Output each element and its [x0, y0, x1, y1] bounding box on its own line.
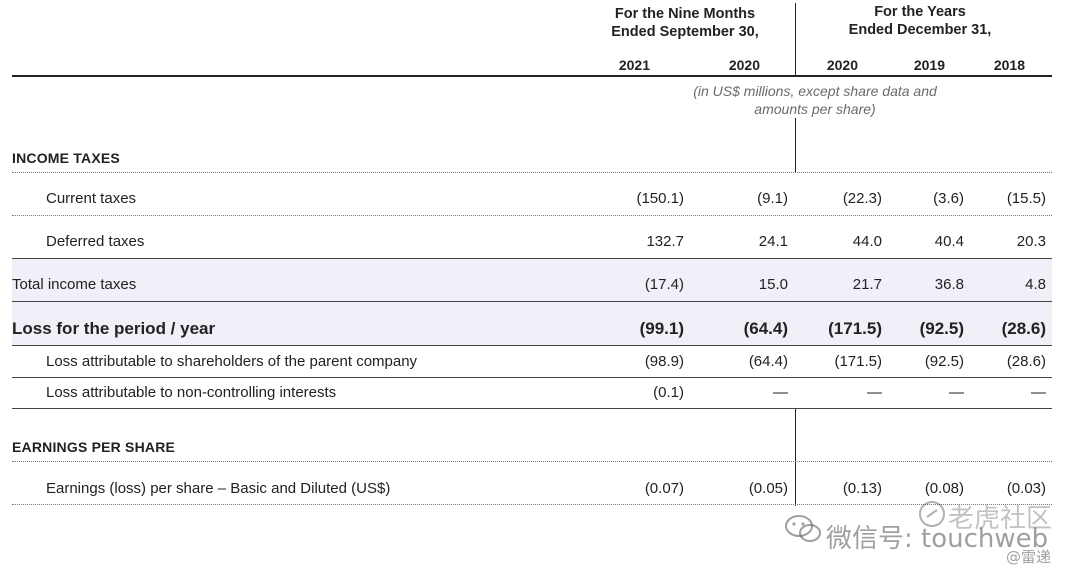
row-rule: [12, 345, 1052, 346]
cell-2020: —: [867, 384, 882, 401]
table-row-total-income-taxes: Total income taxes (17.4) 15.0 21.7 36.8…: [12, 259, 1052, 301]
cell-2019: 36.8: [934, 276, 964, 293]
cell-2020-nine-months: (64.4): [748, 353, 788, 370]
cell-2019: (92.5): [924, 353, 964, 370]
row-label: Total income taxes: [12, 276, 137, 293]
years-header: For the Years Ended December 31,: [820, 3, 1020, 39]
row-label: Loss attributable to non-controlling int…: [46, 384, 337, 401]
watermark-community: 老虎社区: [948, 504, 1053, 534]
nine-months-header-line2: Ended September 30,: [611, 24, 759, 40]
row-rule: [12, 408, 1052, 409]
cell-2020-nine-months: 24.1: [758, 233, 788, 250]
watermark-wechat-id: 微信号: touchweb: [826, 524, 1049, 554]
cell-2021: (0.07): [644, 480, 684, 497]
cell-2021: (150.1): [636, 190, 684, 207]
table-row-eps: Earnings (loss) per share – Basic and Di…: [12, 462, 1052, 504]
cell-2020: (171.5): [828, 319, 882, 338]
years-header-line2: Ended December 31,: [848, 22, 992, 38]
cell-2020: 44.0: [852, 233, 882, 250]
row-rule: [12, 215, 1052, 216]
row-label: Loss attributable to shareholders of the…: [46, 353, 418, 370]
units-note-line2: amounts per share): [754, 101, 876, 117]
year-header-2018: 2018: [993, 57, 1025, 73]
header-rule: [12, 75, 1052, 77]
column-divider-mid: [795, 118, 796, 173]
cell-2020: (0.13): [842, 480, 882, 497]
cell-2021: (17.4): [644, 276, 684, 293]
nine-months-header: For the Nine Months Ended September 30,: [585, 5, 785, 41]
cell-2020-nine-months: 15.0: [758, 276, 788, 293]
cell-2020: (22.3): [842, 190, 882, 207]
column-divider-top: [795, 3, 796, 75]
units-note-line1: (in US$ millions, except share data and: [693, 83, 937, 99]
nine-months-header-line1: For the Nine Months: [614, 6, 756, 22]
year-header-2021: 2021: [618, 57, 650, 73]
cell-2019: (3.6): [933, 190, 964, 207]
row-rule: [12, 504, 1052, 505]
cell-2018: (0.03): [1006, 480, 1046, 497]
units-note: (in US$ millions, except share data and …: [660, 82, 970, 118]
wechat-icon: [785, 515, 821, 542]
year-header-2020-nine-months: 2020: [728, 57, 760, 73]
cell-2019: 40.4: [934, 233, 964, 250]
year-header-2019: 2019: [913, 57, 945, 73]
years-header-line1: For the Years: [874, 4, 966, 20]
cell-2020-nine-months: (9.1): [757, 190, 788, 207]
eps-rule: [12, 461, 1052, 462]
row-rule: [12, 301, 1052, 302]
cell-2018: (15.5): [1006, 190, 1046, 207]
cell-2018: 4.8: [1025, 276, 1046, 293]
cell-2019: (0.08): [924, 480, 964, 497]
column-divider-bottom: [795, 408, 796, 506]
cell-2021: (0.1): [653, 384, 684, 401]
cell-2020-nine-months: —: [773, 384, 788, 401]
cell-2021: (98.9): [644, 353, 684, 370]
eps-section-title: EARNINGS PER SHARE: [12, 439, 176, 455]
cell-2021: (99.1): [639, 319, 684, 338]
row-label: Current taxes: [46, 190, 137, 207]
watermark-handle: @雷递: [1006, 548, 1052, 566]
row-label: Deferred taxes: [46, 233, 145, 250]
table-row-loss-shareholders: Loss attributable to shareholders of the…: [12, 346, 1052, 377]
cell-2021: 132.7: [646, 233, 684, 250]
income-taxes-section-title: INCOME TAXES: [12, 150, 120, 166]
cell-2020-nine-months: (0.05): [748, 480, 788, 497]
table-row-loss-non-controlling: Loss attributable to non-controlling int…: [12, 378, 1052, 408]
table-row-current-taxes: Current taxes (150.1) (9.1) (22.3) (3.6)…: [12, 173, 1052, 215]
row-rule: [12, 258, 1052, 259]
cell-2020: (171.5): [834, 353, 882, 370]
row-label: Earnings (loss) per share – Basic and Di…: [46, 480, 391, 497]
table-row-deferred-taxes: Deferred taxes 132.7 24.1 44.0 40.4 20.3: [12, 216, 1052, 258]
paw-icon: [919, 501, 945, 527]
cell-2019: (92.5): [919, 319, 964, 338]
cell-2020: 21.7: [852, 276, 882, 293]
row-label: Loss for the period / year: [12, 319, 216, 338]
year-header-2020: 2020: [826, 57, 858, 73]
cell-2018: (28.6): [1006, 353, 1046, 370]
cell-2018: —: [1031, 384, 1046, 401]
row-rule: [12, 377, 1052, 378]
cell-2018: 20.3: [1016, 233, 1046, 250]
cell-2020-nine-months: (64.4): [743, 319, 788, 338]
income-taxes-rule: [12, 172, 1052, 173]
cell-2019: —: [949, 384, 964, 401]
cell-2018: (28.6): [1001, 319, 1046, 338]
table-row-loss-for-period: Loss for the period / year (99.1) (64.4)…: [12, 302, 1052, 345]
